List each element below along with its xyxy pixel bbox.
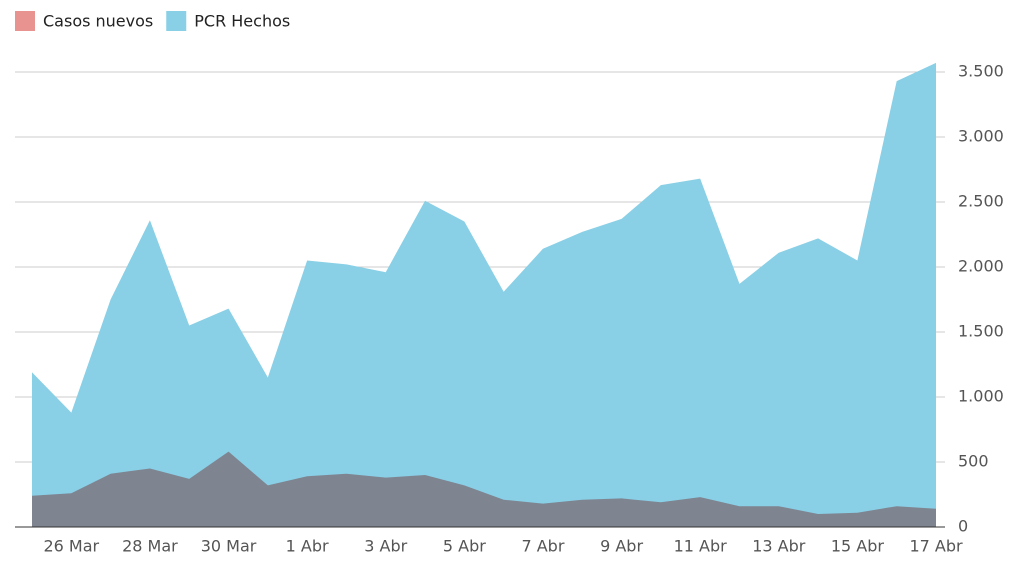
x-tick-label: 3 Abr <box>364 537 407 556</box>
x-tick-label: 28 Mar <box>122 537 178 556</box>
x-tick-label: 15 Abr <box>831 537 885 556</box>
y-tick-label: 500 <box>958 452 989 471</box>
x-tick-label: 5 Abr <box>443 537 486 556</box>
y-tick-label: 2.500 <box>958 192 1004 211</box>
y-tick-label: 1.500 <box>958 322 1004 341</box>
x-tick-label: 11 Abr <box>674 537 728 556</box>
y-tick-label: 2.000 <box>958 257 1004 276</box>
x-tick-label: 7 Abr <box>521 537 564 556</box>
x-tick-label: 1 Abr <box>286 537 329 556</box>
area <box>32 62 936 528</box>
area <box>32 451 936 527</box>
legend-label: Casos nuevos <box>43 12 153 31</box>
x-tick-label: 17 Abr <box>909 537 963 556</box>
x-tick-label: 26 Mar <box>43 537 99 556</box>
legend-swatch <box>166 11 187 31</box>
y-tick-label: 1.000 <box>958 387 1004 406</box>
y-tick-label: 3.000 <box>958 127 1004 146</box>
x-tick-label: 9 Abr <box>600 537 643 556</box>
y-tick-label: 3.500 <box>958 62 1004 81</box>
y-tick-label: 0 <box>958 517 968 536</box>
legend-label: PCR Hechos <box>194 12 290 31</box>
x-tick-label: 30 Mar <box>201 537 257 556</box>
legend-swatch <box>15 11 35 31</box>
x-tick-label: 13 Abr <box>752 537 806 556</box>
